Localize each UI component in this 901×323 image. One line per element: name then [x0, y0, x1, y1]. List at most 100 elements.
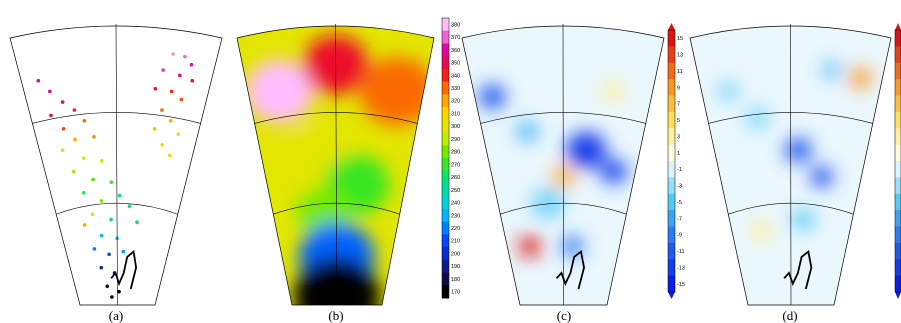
scatter-point — [183, 54, 187, 59]
colorbar-segment — [668, 226, 675, 244]
heatmap-cell — [359, 56, 434, 126]
scatter-point — [82, 223, 87, 227]
scatter-point — [49, 113, 53, 118]
heatmap-cell — [785, 138, 812, 163]
scatter-point — [90, 212, 95, 217]
colorbar-segment — [895, 79, 901, 96]
colorbar-tick-label: 210 — [451, 239, 460, 245]
colorbar-tick-label: 340 — [451, 73, 460, 79]
grid-arc — [56, 202, 178, 215]
heatmap-cell — [746, 108, 769, 129]
colorbar-segment — [668, 79, 675, 96]
heatmap-cell — [244, 59, 315, 123]
colorbar-tick-label: 300 — [451, 124, 460, 130]
colorbar-segment — [668, 161, 675, 178]
scatter-point — [92, 247, 97, 251]
scatter-point — [169, 89, 174, 94]
scatter-point — [176, 132, 181, 136]
colorbar-segment — [442, 170, 449, 184]
grid-arc — [708, 112, 873, 124]
scatter-point — [99, 199, 104, 203]
grid-arc — [32, 112, 201, 124]
colorbar-tick-label: 5 — [677, 118, 680, 124]
grid-line — [115, 23, 118, 306]
colorbar-tick-label: 13 — [677, 53, 683, 59]
colorbar-segment — [895, 210, 901, 227]
colorbar-segment — [668, 111, 675, 129]
colorbar-segment — [895, 128, 901, 146]
colorbar-segment — [442, 285, 449, 299]
grid-arc — [273, 202, 400, 215]
colorbar-tick-label: 370 — [451, 35, 460, 41]
panel-label-c: (c) — [557, 308, 571, 323]
coastline — [110, 249, 138, 290]
colorbar-tick-label: 230 — [451, 213, 460, 219]
heatmap-cell — [822, 62, 841, 79]
colorbar-arrow-bottom — [668, 292, 675, 299]
scatter-point — [168, 118, 173, 123]
scatter-point — [160, 108, 164, 112]
panel-label-a: (a) — [109, 308, 123, 323]
colorbar-segment — [668, 62, 675, 80]
colorbar-tick-label: 15 — [677, 36, 683, 42]
colorbar-segment — [668, 177, 675, 195]
colorbar-segment — [895, 30, 901, 47]
colorbar-segment — [895, 242, 901, 260]
panel-a — [9, 23, 223, 306]
colorbar-segment — [668, 30, 675, 47]
colorbar-arrow-top — [668, 23, 675, 30]
colorbar-d — [894, 23, 901, 299]
grid-arc — [500, 202, 627, 215]
scatter-point — [107, 252, 111, 257]
colorbar-tick-label: 200 — [451, 251, 460, 257]
scatter-point — [60, 100, 65, 104]
scatter-point — [152, 126, 157, 131]
colorbar-segment — [668, 95, 675, 113]
colorbar-tick-label: -7 — [677, 216, 682, 222]
heatmap-cell — [479, 84, 506, 109]
plot-area — [10, 26, 222, 305]
heatmap-cell — [566, 131, 607, 169]
colorbar-tick-label: 3 — [677, 134, 680, 140]
colorbar-arrow-top — [895, 23, 901, 30]
colorbar-segment — [668, 259, 675, 277]
colorbar-segment — [442, 234, 449, 248]
scatter-point — [99, 265, 104, 270]
scatter-point — [73, 137, 77, 142]
colorbar-segment — [442, 56, 449, 70]
scatter-point — [48, 89, 52, 94]
colorbar-segment — [668, 210, 675, 227]
colorbar-segment — [442, 43, 449, 57]
scatter-point — [189, 62, 194, 67]
colorbar-segment — [442, 208, 449, 223]
heatmap-cell — [849, 68, 872, 89]
colorbar-segment — [442, 81, 449, 95]
colorbar-tick-label: 320 — [451, 99, 460, 105]
scatter-point — [190, 78, 195, 83]
colorbar-tick-label: -9 — [677, 233, 682, 239]
colorbar-segment — [895, 275, 901, 293]
colorbar-tick-label: 360 — [451, 48, 460, 54]
colorbar-segment — [895, 226, 901, 244]
heatmap-cell — [518, 236, 541, 257]
scatter-point — [109, 180, 114, 184]
colorbar-segment — [895, 259, 901, 277]
colorbar-tick-label: 280 — [451, 150, 460, 156]
colorbar-tick-label: 290 — [451, 137, 460, 143]
sector-outline — [689, 25, 892, 306]
colorbar-segment — [895, 46, 901, 64]
colorbar-tick-label: 1 — [677, 151, 680, 157]
scatter-point — [72, 108, 77, 112]
colorbar-segment — [895, 144, 901, 162]
coastline — [783, 249, 813, 290]
colorbar-segment — [442, 119, 449, 134]
colorbar-tick-label: 250 — [451, 188, 460, 194]
grid-arc — [480, 112, 646, 124]
scatter-point — [99, 233, 104, 238]
colorbar-segment — [442, 132, 449, 146]
heatmap-cell — [600, 159, 628, 184]
scatter-point — [92, 134, 96, 139]
sector-outline — [9, 25, 223, 306]
colorbar-tick-label: 170 — [451, 290, 460, 296]
